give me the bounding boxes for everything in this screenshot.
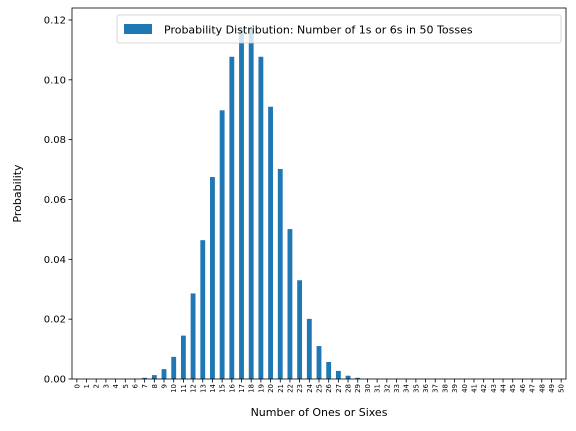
bar-10	[171, 356, 177, 379]
y-tick-label: 0.06	[44, 195, 66, 206]
x-tick-label: 24	[306, 383, 314, 392]
x-tick-label: 43	[490, 384, 498, 393]
bar-15	[219, 110, 225, 380]
y-tick-label: 0.12	[44, 15, 66, 26]
y-tick-label: 0.00	[44, 375, 66, 386]
x-tick-label: 3	[102, 384, 110, 388]
x-tick-label: 1	[83, 384, 91, 388]
bars-group	[122, 28, 370, 380]
y-tick-label: 0.04	[44, 255, 66, 266]
legend-swatch	[124, 24, 152, 34]
bar-18	[248, 28, 254, 380]
x-tick-label: 34	[403, 383, 411, 392]
bar-13	[200, 240, 206, 379]
bar-26	[326, 361, 332, 379]
bar-19	[258, 56, 264, 379]
x-tick-label: 23	[296, 384, 304, 393]
bar-16	[229, 56, 235, 379]
bar-20	[268, 106, 273, 379]
legend-label: Probability Distribution: Number of 1s o…	[164, 24, 473, 37]
bar-12	[190, 293, 196, 379]
bar-22	[287, 229, 293, 379]
x-tick-label: 48	[538, 384, 546, 393]
bar-11	[180, 335, 186, 379]
x-tick-label: 42	[480, 384, 488, 393]
x-tick-label: 39	[451, 384, 459, 393]
x-tick-label: 31	[374, 384, 382, 393]
x-tick-label: 2	[93, 384, 101, 388]
x-tick-label: 29	[354, 384, 362, 393]
x-tick-label: 7	[141, 384, 149, 388]
bar-24	[306, 318, 312, 379]
legend-box	[116, 14, 562, 44]
x-tick-label: 21	[277, 384, 285, 393]
x-tick-label: 16	[228, 383, 236, 392]
bar-9	[161, 369, 167, 379]
y-tick-label: 0.08	[44, 135, 66, 146]
x-tick-label: 37	[432, 384, 440, 393]
bar-23	[297, 280, 303, 379]
x-tick-label: 20	[267, 384, 275, 393]
x-tick-label: 14	[209, 383, 217, 392]
bar-25	[316, 346, 322, 379]
x-tick-label: 19	[257, 384, 265, 393]
y-axis-label: Probability	[11, 164, 24, 223]
x-tick-label: 36	[422, 383, 430, 392]
x-tick-label: 5	[122, 384, 130, 388]
x-tick-label: 18	[248, 384, 256, 393]
x-tick-label: 12	[190, 384, 198, 393]
x-axis-label: Number of Ones or Sixes	[251, 406, 388, 419]
x-tick-label: 44	[500, 383, 508, 392]
bar-29	[355, 377, 361, 379]
bar-21	[277, 168, 283, 379]
x-tick-label: 22	[286, 384, 294, 393]
x-tick-label: 41	[470, 384, 478, 393]
x-tick-label: 40	[461, 384, 469, 393]
x-tick-label: 6	[131, 383, 139, 388]
bar-8	[151, 375, 157, 379]
x-tick-label: 50	[558, 384, 566, 393]
x-tick-label: 38	[441, 384, 449, 393]
y-tick-label: 0.10	[44, 75, 66, 86]
bar-14	[210, 177, 215, 379]
x-axis-ticks: 0 1 2 3 4 5 6 7 8 9 10 11 12 13 14 15 16 17 18 19 20 21 22 23 24…	[73, 379, 566, 393]
x-tick-label: 35	[412, 384, 420, 393]
x-tick-label: 49	[548, 384, 556, 393]
plot-frame	[71, 7, 567, 380]
x-tick-label: 10	[170, 384, 178, 393]
x-tick-label: 28	[345, 384, 353, 393]
legend: Probability Distribution: Number of 1s o…	[116, 14, 562, 44]
x-tick-label: 27	[335, 384, 343, 393]
x-tick-label: 47	[529, 384, 537, 393]
x-tick-label: 11	[180, 384, 188, 393]
bar-7	[142, 377, 148, 379]
y-axis-ticks: 0.00 0.02 0.04 0.06 0.08 0.10 0.12	[44, 15, 72, 386]
x-tick-label: 9	[161, 384, 169, 388]
x-tick-label: 32	[383, 384, 391, 393]
x-tick-label: 33	[393, 384, 401, 393]
bar-28	[345, 375, 351, 379]
x-tick-label: 13	[199, 384, 207, 393]
x-tick-label: 4	[112, 383, 120, 388]
x-tick-label: 8	[151, 384, 159, 388]
x-tick-label: 45	[509, 384, 517, 393]
bar-17	[239, 28, 244, 380]
x-tick-label: 30	[364, 384, 372, 393]
x-tick-label: 0	[73, 384, 81, 388]
bar-27	[335, 370, 341, 379]
x-tick-label: 26	[325, 383, 333, 392]
x-tick-label: 17	[238, 384, 246, 393]
x-tick-label: 46	[519, 383, 527, 392]
y-tick-label: 0.02	[44, 315, 66, 326]
x-tick-label: 15	[219, 384, 227, 393]
x-tick-label: 25	[316, 384, 324, 393]
